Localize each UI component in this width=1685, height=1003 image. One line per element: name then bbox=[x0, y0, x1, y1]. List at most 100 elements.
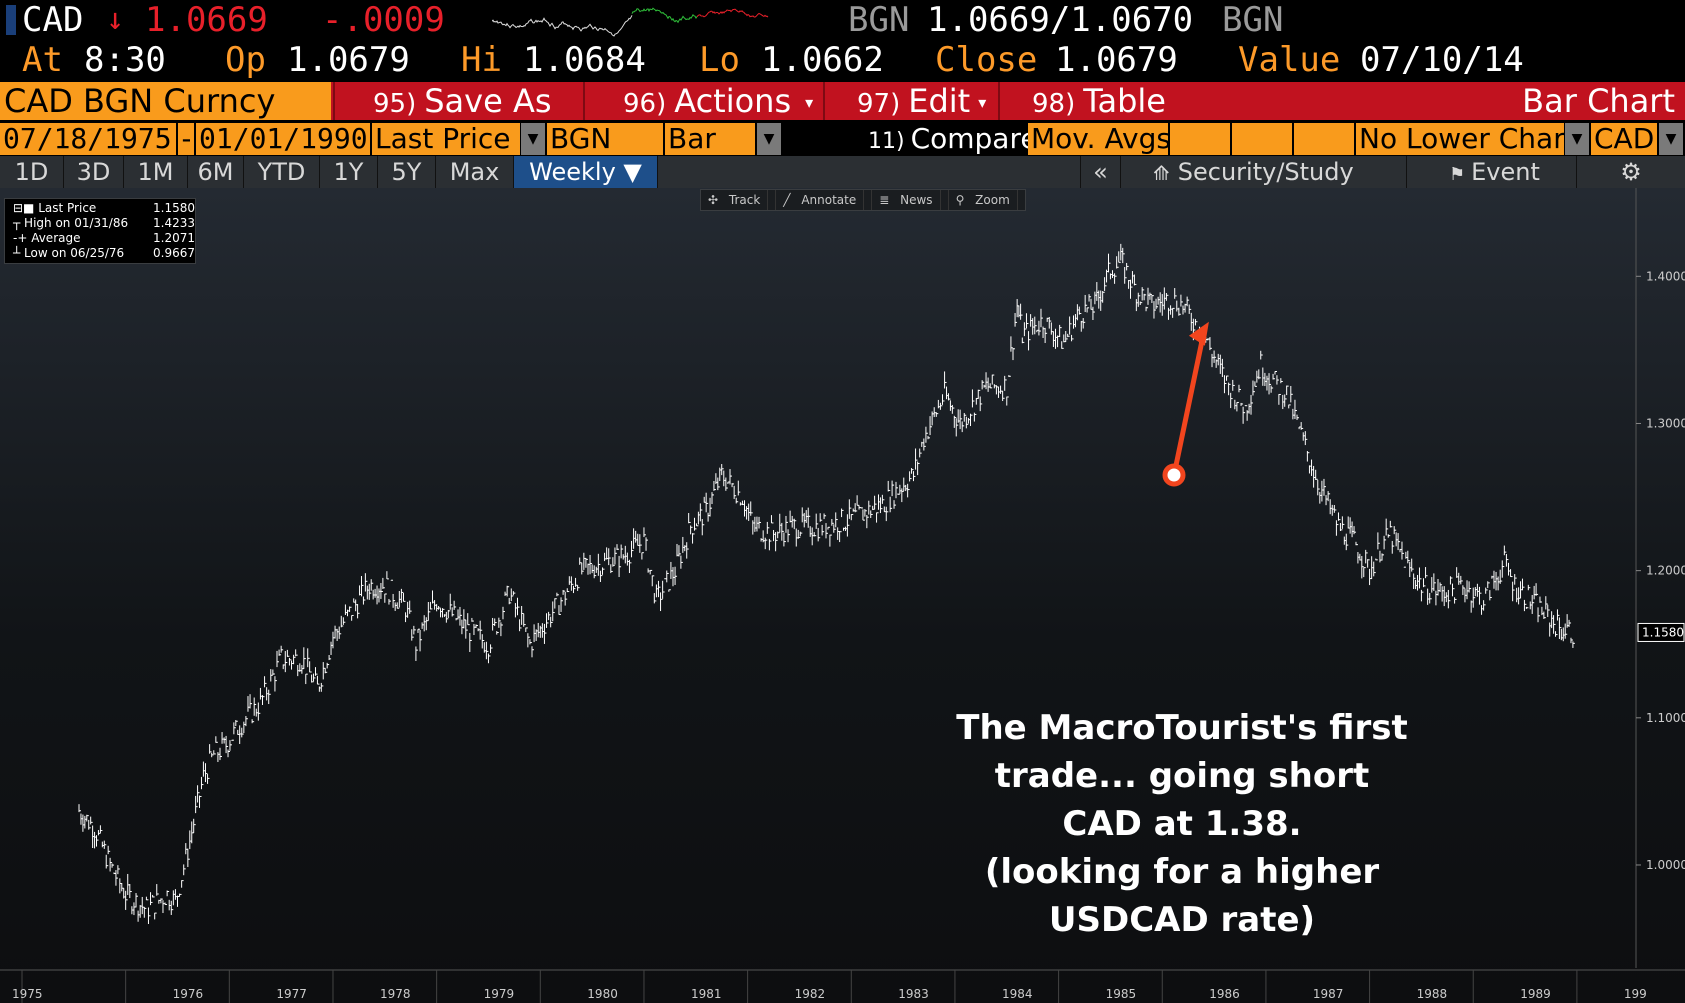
annotation-arrow bbox=[1162, 321, 1209, 487]
mov-avgs-field[interactable]: Mov. Avgs bbox=[1028, 123, 1168, 155]
field-select[interactable]: Last Price bbox=[372, 123, 520, 155]
legend-low-icon: ┴ bbox=[13, 246, 25, 260]
actions-label: Actions bbox=[674, 82, 792, 120]
value-label: Value bbox=[1238, 40, 1341, 80]
net-change: -.0009 bbox=[322, 0, 445, 40]
date-range-dash: - bbox=[178, 122, 195, 155]
study-slot-3[interactable] bbox=[1294, 123, 1354, 155]
x-tick-label: 1981 bbox=[691, 987, 722, 1001]
x-tick-label: 1985 bbox=[1106, 987, 1137, 1001]
edit-menu[interactable]: 97) Edit ▾ bbox=[823, 82, 998, 120]
legend-high-value: 1.4233 bbox=[153, 216, 195, 230]
compare-label: Compare bbox=[910, 122, 1038, 155]
y-tick-label: 1.4000 bbox=[1646, 269, 1685, 283]
security-study-label: Security/Study bbox=[1177, 158, 1354, 186]
style-select[interactable]: Bar bbox=[665, 123, 755, 155]
legend-high: ┬ High on 01/31/86 1.4233 bbox=[13, 215, 195, 231]
end-date-field[interactable]: 01/01/1990 bbox=[196, 123, 370, 155]
edit-caret-icon: ▾ bbox=[978, 93, 987, 112]
tab-3d[interactable]: 3D bbox=[64, 156, 124, 188]
at-value: 8:30 bbox=[84, 40, 166, 80]
legend-low: ┴ Low on 06/25/76 0.9667 bbox=[13, 245, 195, 261]
news-button[interactable]: ≣ News bbox=[872, 190, 949, 210]
source-left: BGN bbox=[848, 0, 910, 40]
table-button[interactable]: 98) Table bbox=[998, 82, 1166, 120]
save-as-number: 95) bbox=[373, 89, 417, 119]
start-date-field[interactable]: 07/18/1975 bbox=[0, 123, 176, 155]
track-label: Track bbox=[722, 190, 769, 210]
x-tick-label: 1987 bbox=[1313, 987, 1344, 1001]
lower-chart-select[interactable]: No Lower Char bbox=[1356, 123, 1564, 155]
y-tick-label: 1.0000 bbox=[1646, 858, 1685, 872]
save-as-button[interactable]: 95) Save As bbox=[333, 82, 583, 120]
x-tick-label: 1982 bbox=[795, 987, 826, 1001]
chart-study-icon: ⟰ bbox=[1153, 161, 1170, 185]
legend-avg: -+ Average 1.2071 bbox=[13, 230, 195, 246]
tab-ytd[interactable]: YTD bbox=[244, 156, 320, 188]
compare-button[interactable]: 11) Compare bbox=[868, 123, 1038, 155]
tab-6m[interactable]: 6M bbox=[188, 156, 244, 188]
study-slot-1[interactable] bbox=[1170, 123, 1230, 155]
annotation-text: The MacroTourist's first trade... going … bbox=[952, 704, 1412, 944]
ticker-symbol[interactable]: CAD bbox=[22, 0, 84, 40]
zoom-button[interactable]: ⚲ Zoom bbox=[949, 190, 1025, 210]
tab-max[interactable]: Max bbox=[436, 156, 514, 188]
security-field[interactable]: CAD BGN Curncy bbox=[0, 82, 331, 120]
security-study-button[interactable]: ⟰ Security/Study bbox=[1120, 156, 1406, 188]
low-value: 1.0662 bbox=[761, 40, 884, 80]
frequency-select[interactable]: Weekly ▼ bbox=[514, 156, 658, 188]
x-tick-label: 1979 bbox=[484, 987, 515, 1001]
source-field[interactable]: BGN bbox=[547, 123, 663, 155]
y-tick-label: 1.3000 bbox=[1646, 416, 1685, 430]
chart-legend: ⊟■ Last Price 1.1580 ┬ High on 01/31/86 1.… bbox=[4, 198, 196, 264]
tab-1y[interactable]: 1Y bbox=[320, 156, 378, 188]
chart-area[interactable]: 1.0000 1.1000 1.2000 1.3000 1.4000 1975 1976 19… bbox=[0, 188, 1685, 1003]
period-tabs: 1D 3D 1M 6M YTD 1Y 5Y Max Weekly ▼ « ⟰ Se… bbox=[0, 156, 1685, 188]
price-chart[interactable]: 1.0000 1.1000 1.2000 1.3000 1.4000 1975 1976 19… bbox=[0, 188, 1685, 1003]
chart-inputs: 07/18/1975 - 01/01/1990 Last Price ▼ BGN… bbox=[0, 122, 1685, 156]
x-tick-label: 1977 bbox=[276, 987, 307, 1001]
annotate-button[interactable]: ╱ Annotate bbox=[776, 190, 873, 210]
tab-5y[interactable]: 5Y bbox=[378, 156, 436, 188]
legend-low-value: 0.9667 bbox=[153, 246, 195, 260]
close-value: 1.0679 bbox=[1055, 40, 1178, 80]
edit-number: 97) bbox=[857, 89, 901, 119]
security-marker bbox=[6, 5, 16, 35]
collapse-button[interactable]: « bbox=[1080, 156, 1120, 188]
currency-field[interactable]: CAD bbox=[1591, 123, 1657, 155]
style-dropdown-icon[interactable]: ▼ bbox=[757, 123, 781, 155]
legend-avg-label: Average bbox=[31, 231, 81, 245]
legend-avg-icon: -+ bbox=[13, 231, 32, 245]
x-tick-label: 199 bbox=[1624, 987, 1647, 1001]
event-button[interactable]: ⚑ Event bbox=[1406, 156, 1576, 188]
actions-number: 96) bbox=[623, 89, 667, 119]
actions-menu[interactable]: 96) Actions ▾ bbox=[583, 82, 823, 120]
source-right: BGN bbox=[1222, 0, 1284, 40]
tab-1m[interactable]: 1M bbox=[124, 156, 188, 188]
x-tick-label: 1983 bbox=[898, 987, 929, 1001]
field-dropdown-icon[interactable]: ▼ bbox=[521, 123, 545, 155]
tab-1d[interactable]: 1D bbox=[0, 156, 64, 188]
x-tick-label: 1984 bbox=[1002, 987, 1033, 1001]
legend-high-icon: ┬ bbox=[13, 216, 25, 230]
y-tick-label: 1.1000 bbox=[1646, 711, 1685, 725]
track-button[interactable]: ✣ Track bbox=[701, 190, 777, 210]
x-tick-label: 1988 bbox=[1417, 987, 1448, 1001]
annotation-line: (looking for a higher bbox=[984, 852, 1380, 892]
currency-dropdown-icon[interactable]: ▼ bbox=[1659, 123, 1683, 155]
lower-chart-dropdown-icon[interactable]: ▼ bbox=[1565, 123, 1589, 155]
save-as-label: Save As bbox=[424, 82, 552, 120]
at-label: At bbox=[22, 40, 63, 80]
legend-avg-value: 1.2071 bbox=[153, 231, 195, 245]
y-tick-label: 1.2000 bbox=[1646, 564, 1685, 578]
study-slot-2[interactable] bbox=[1232, 123, 1292, 155]
open-value: 1.0679 bbox=[287, 40, 410, 80]
legend-last-label: Last Price bbox=[38, 201, 97, 215]
annotation-arrow-origin bbox=[1162, 463, 1186, 487]
legend-last: ⊟■ Last Price 1.1580 bbox=[13, 200, 195, 216]
close-label: Close bbox=[935, 40, 1038, 80]
annotation-line: trade... going short bbox=[994, 756, 1370, 796]
gear-icon: ⚙ bbox=[1620, 158, 1642, 186]
x-tick-label: 1975 bbox=[12, 987, 43, 1001]
settings-button[interactable]: ⚙ bbox=[1576, 156, 1685, 188]
